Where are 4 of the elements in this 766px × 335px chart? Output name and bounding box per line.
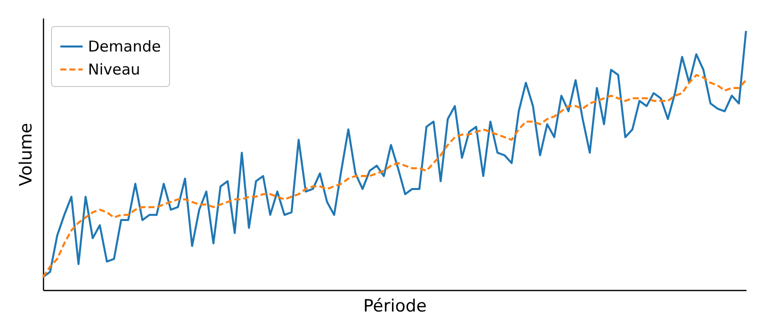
x-axis-title: Période <box>363 296 427 316</box>
legend-label: Niveau <box>88 60 140 78</box>
y-axis-title: Volume <box>16 122 36 186</box>
legend-label: Demande <box>88 38 161 56</box>
